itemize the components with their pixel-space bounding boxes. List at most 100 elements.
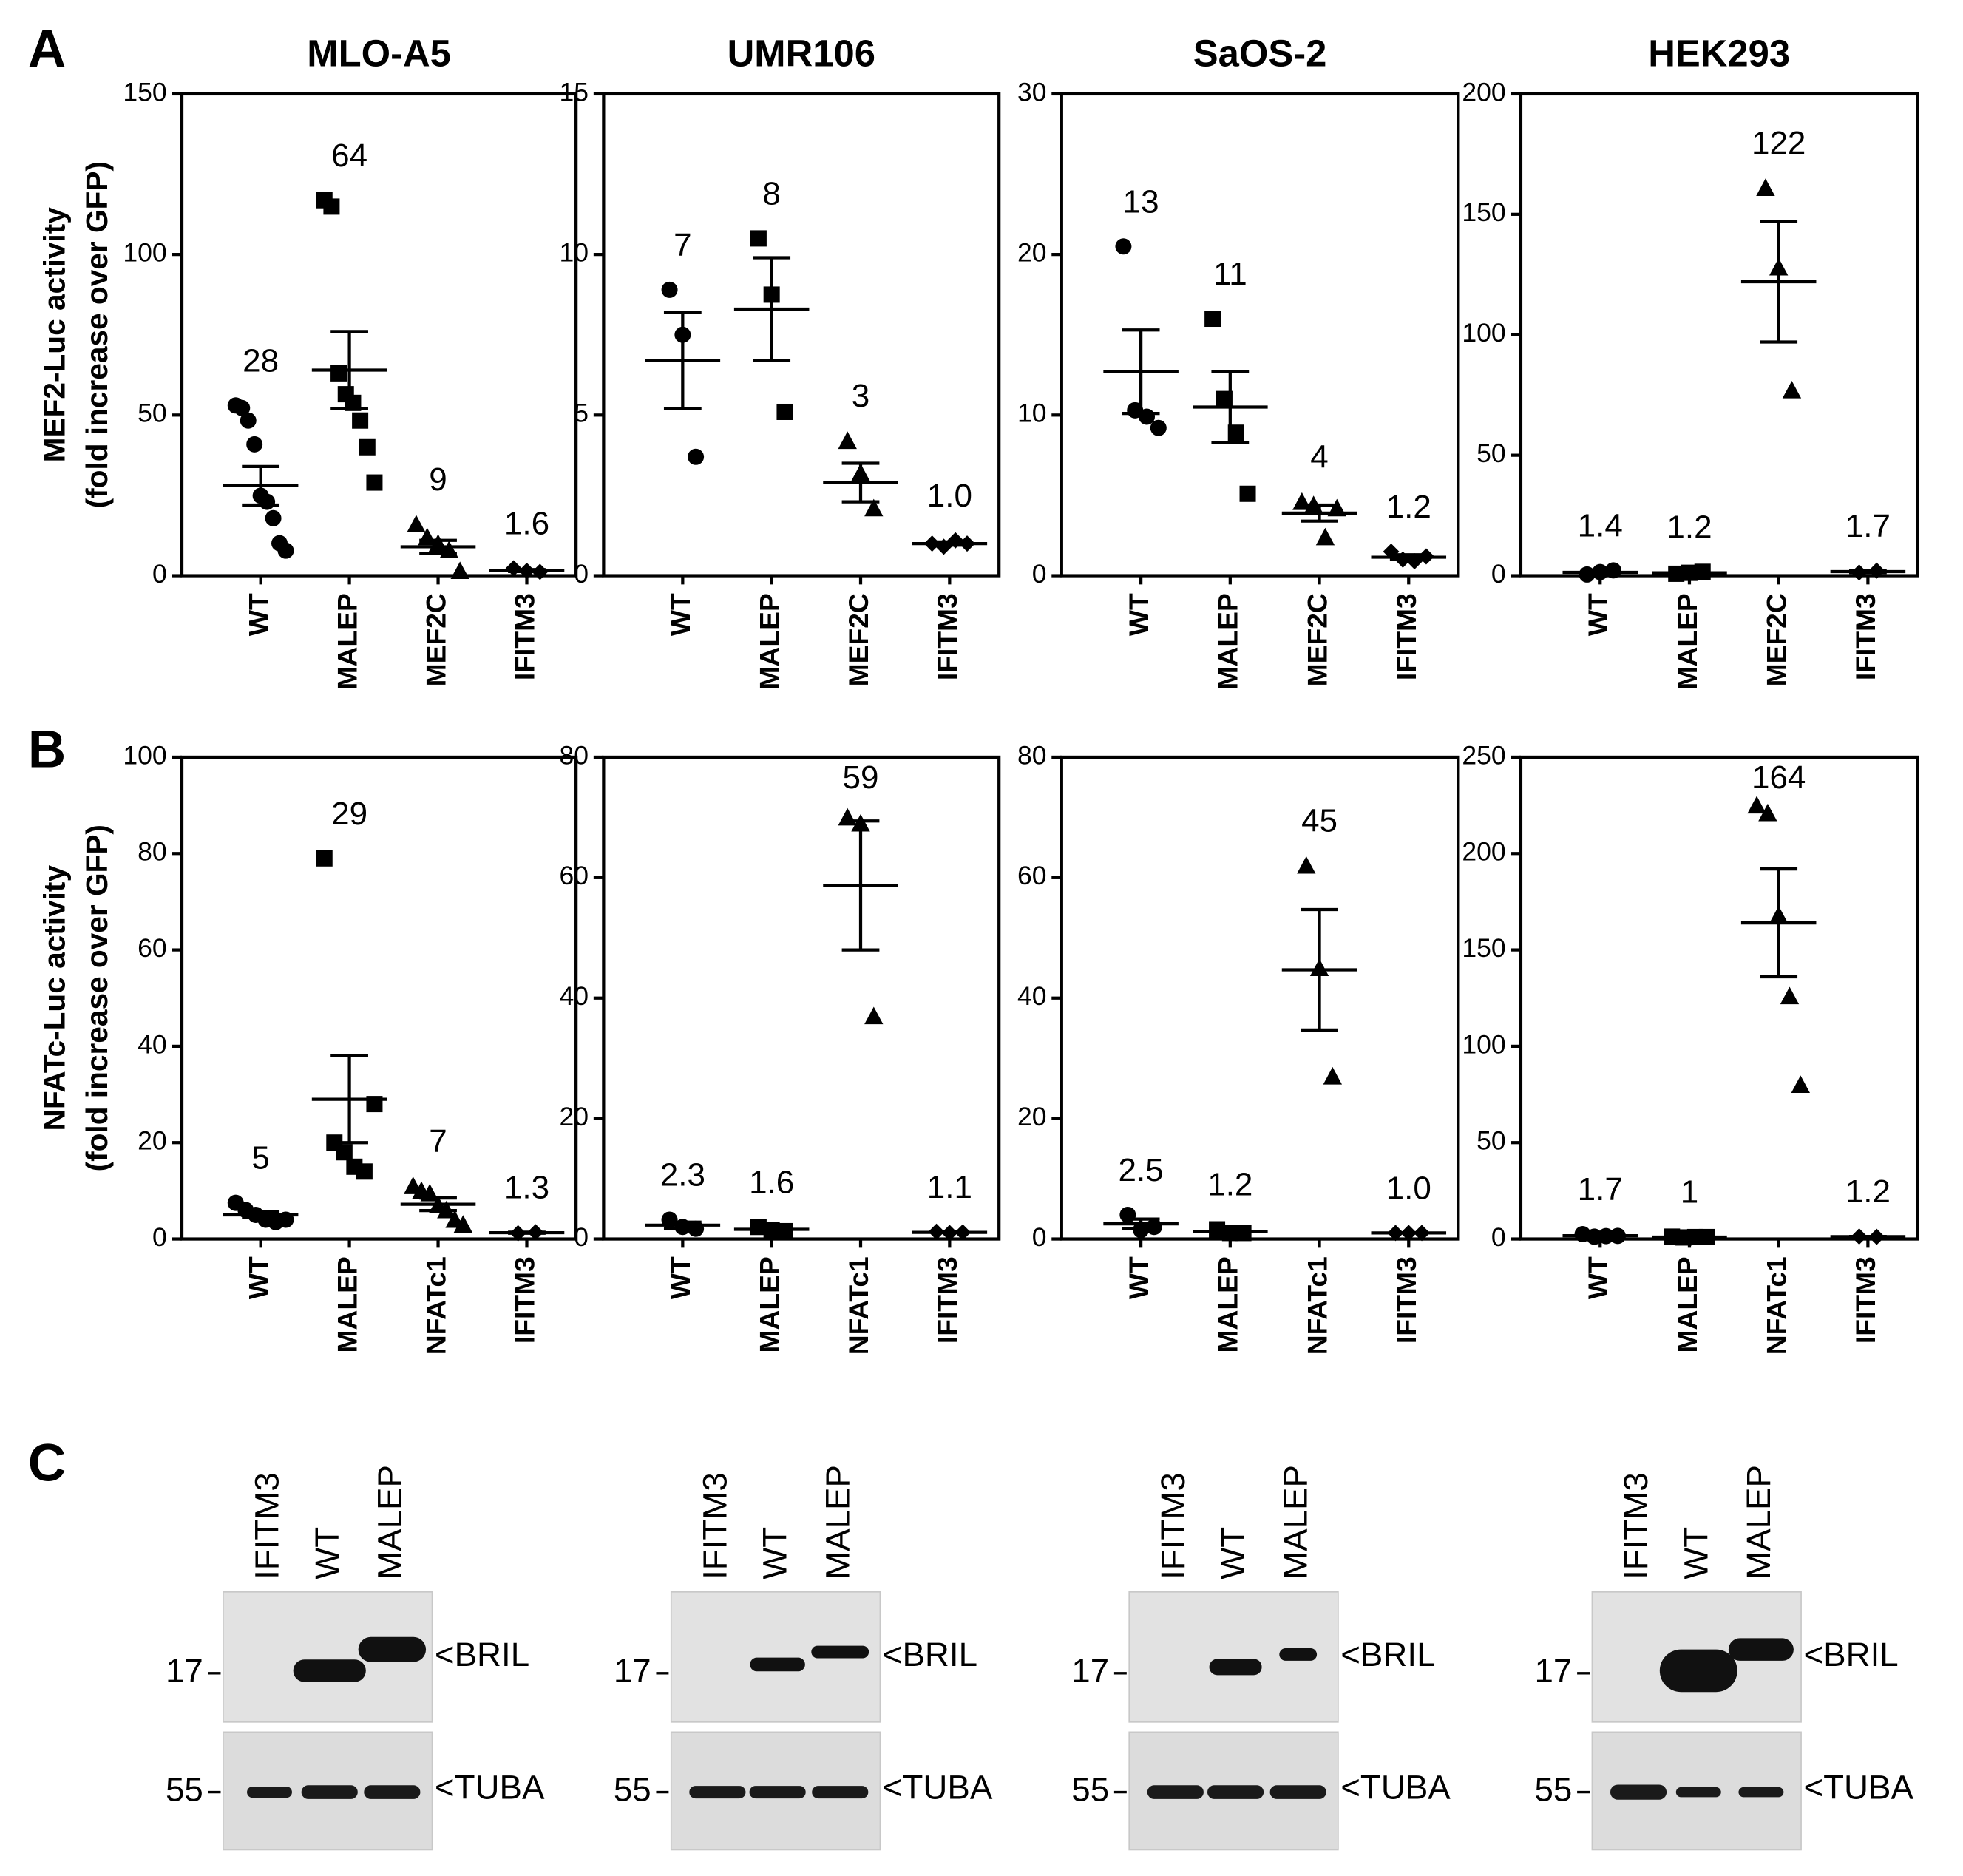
band-label: <TUBA <box>883 1768 993 1806</box>
x-tick-label: IFITM3 <box>1850 1256 1881 1344</box>
blot-band <box>749 1786 806 1799</box>
mean-label: 7 <box>674 227 691 263</box>
x-tick-label: MALEP <box>754 593 785 689</box>
chart-title: HEK293 <box>1648 33 1790 75</box>
data-point <box>776 403 793 420</box>
y-tick-label: 100 <box>123 740 166 770</box>
chart-title: MLO-A5 <box>307 33 451 75</box>
mean-label: 2.3 <box>660 1157 705 1193</box>
y-tick-label: 150 <box>1462 933 1505 963</box>
data-point <box>316 850 333 867</box>
plot-frame <box>1060 92 1460 578</box>
y-tick-label: 0 <box>574 559 589 589</box>
data-point <box>1216 390 1233 407</box>
x-tick-label: MEF2C <box>1301 593 1332 686</box>
y-tick-label: 60 <box>560 861 589 890</box>
blot-band <box>689 1786 746 1799</box>
data-point <box>356 1163 373 1180</box>
data-point <box>1227 424 1244 441</box>
y-tick-label: 100 <box>1462 1029 1505 1059</box>
mw-marker: 17 <box>1535 1652 1573 1690</box>
blot-band <box>750 1657 805 1672</box>
x-tick-label: MALEP <box>331 593 362 689</box>
data-point <box>864 1006 884 1025</box>
data-point <box>688 448 705 465</box>
y-tick-label: 150 <box>1462 197 1505 227</box>
x-tick-label: MEF2C <box>420 593 451 686</box>
mean-label: 1.3 <box>504 1169 549 1205</box>
data-point <box>838 431 857 450</box>
y-tick-label: 0 <box>1491 559 1506 589</box>
data-point <box>453 1215 473 1233</box>
panel-label: A <box>28 20 66 78</box>
data-point <box>246 436 263 453</box>
panel-label: C <box>28 1434 66 1492</box>
x-tick-label: WT <box>1582 593 1613 636</box>
band-label: <BRIL <box>435 1636 529 1673</box>
blot-band <box>1279 1648 1318 1661</box>
lane-label: MALEP <box>818 1465 856 1579</box>
mean-label: 1.2 <box>1386 489 1431 525</box>
mean-label: 59 <box>843 759 879 796</box>
data-point <box>1297 856 1316 874</box>
mean-label: 2.5 <box>1119 1152 1164 1188</box>
y-tick-label: 0 <box>152 559 167 589</box>
mean-label: 45 <box>1301 803 1338 839</box>
mean-label: 1.7 <box>1845 508 1891 544</box>
y-tick-label: 100 <box>123 238 166 268</box>
data-point <box>277 542 294 559</box>
x-tick-label: WT <box>1582 1256 1613 1299</box>
mean-label: 28 <box>243 342 279 379</box>
x-tick-label: IFITM3 <box>932 1256 963 1344</box>
y-tick-label: 15 <box>560 77 589 106</box>
y-tick-label: 100 <box>1462 318 1505 348</box>
mean-label: 1.2 <box>1207 1167 1252 1203</box>
x-tick-label: MALEP <box>331 1256 362 1352</box>
panel-label: B <box>28 721 66 779</box>
lane-label: WT <box>756 1527 794 1579</box>
band-label: <TUBA <box>1340 1768 1451 1806</box>
mean-label: 1 <box>1681 1174 1698 1210</box>
mean-label: 1.1 <box>927 1169 972 1205</box>
blot-band <box>364 1785 421 1799</box>
band-label: <TUBA <box>1803 1768 1913 1806</box>
x-tick-label: MALEP <box>754 1256 785 1352</box>
mean-label: 122 <box>1752 125 1806 161</box>
y-tick-label: 40 <box>138 1029 167 1059</box>
data-point <box>1756 178 1775 196</box>
data-point <box>359 438 376 456</box>
x-tick-label: WT <box>1123 1256 1154 1299</box>
blot-membrane <box>223 1591 433 1723</box>
y-tick-label: 80 <box>560 740 589 770</box>
plot-frame <box>180 755 578 1241</box>
mean-label: 1.6 <box>749 1164 794 1200</box>
band-label: <TUBA <box>435 1768 545 1806</box>
data-point <box>336 1144 353 1161</box>
plot-frame <box>180 92 578 578</box>
mean-label: 1.7 <box>1578 1171 1623 1208</box>
x-tick-label: MALEP <box>1672 593 1703 689</box>
mean-label: 4 <box>1310 439 1328 475</box>
blot-band <box>358 1636 427 1662</box>
data-point <box>1204 311 1221 328</box>
y-tick-label: 40 <box>1017 981 1047 1011</box>
data-point <box>1782 380 1802 399</box>
mw-marker: 17 <box>1071 1652 1109 1690</box>
blot-band <box>1610 1784 1667 1800</box>
y-tick-label: 30 <box>1017 77 1047 106</box>
mean-label: 1.2 <box>1667 509 1712 545</box>
data-point <box>330 365 347 382</box>
chart-title: UMR106 <box>728 33 875 75</box>
lane-label: IFITM3 <box>1617 1472 1655 1579</box>
y-tick-label: 0 <box>574 1222 589 1252</box>
x-tick-label: MALEP <box>1672 1256 1703 1352</box>
lane-label: IFITM3 <box>696 1472 733 1579</box>
y-tick-label: 5 <box>574 399 589 428</box>
data-point <box>366 474 383 491</box>
mean-label: 9 <box>429 461 447 498</box>
mean-label: 1.0 <box>927 478 972 514</box>
y-tick-label: 20 <box>1017 1102 1047 1131</box>
x-tick-label: MALEP <box>1213 1256 1244 1352</box>
data-point <box>407 515 426 533</box>
mean-label: 5 <box>251 1140 269 1176</box>
